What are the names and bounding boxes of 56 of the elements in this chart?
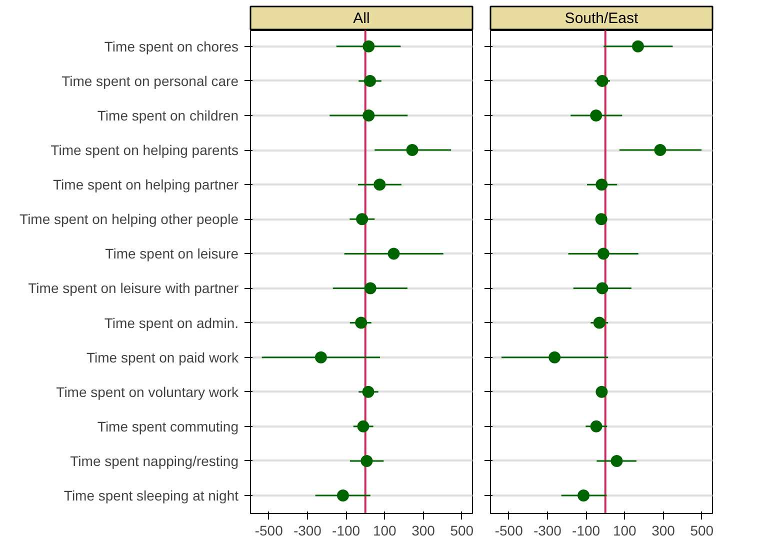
y-tick-label: Time spent on personal care [62,72,239,89]
x-tick-label: -300 [533,522,562,538]
point [654,144,666,156]
point [362,110,375,122]
x-tick-label: -500 [254,522,284,538]
x-tick-label: 500 [450,522,474,538]
y-tick-label: Time spent on leisure with partner [28,280,239,296]
x-tick-label: 300 [652,522,676,538]
point [360,454,373,467]
point [362,386,374,398]
x-tick-label: -300 [293,522,322,538]
point [314,351,327,364]
point [590,110,602,122]
point [593,316,606,329]
x-tick-label: -100 [572,522,600,538]
point [596,386,608,398]
x-tick-label: -100 [332,522,360,538]
point [388,248,400,260]
point [595,213,608,226]
point [364,74,376,87]
y-tick-label: Time spent commuting [97,418,239,434]
y-tick-label: Time spent sleeping at night [64,488,239,504]
point [578,490,590,502]
point [336,490,349,502]
point [596,282,608,294]
chart-title: South/East [564,10,640,27]
point [356,213,368,226]
x-tick-label: 500 [690,522,714,538]
y-tick-label: Time spent on children [97,107,238,124]
x-tick-label: 100 [372,522,397,538]
y-tick-label: Time spent on paid work [86,349,240,366]
x-tick-label: 300 [412,522,436,538]
x-tick-label: -500 [494,522,524,538]
y-tick-label: Time spent on helping other people [20,211,239,228]
point [610,454,623,467]
y-tick-label: Time spent on leisure [105,246,239,262]
y-tick-label: Time spent on admin. [104,314,239,331]
y-tick-label: Time spent on helping partner [53,176,239,193]
y-tick-label: Time spent on voluntary work [56,384,240,400]
point [374,178,386,191]
point [590,420,602,432]
chart-title: All [353,10,370,27]
point [596,178,608,191]
point [357,420,370,432]
point [596,74,608,87]
point [355,316,368,329]
y-tick-label: Time spent on helping parents [50,142,239,158]
x-tick-label: 100 [612,522,637,538]
y-tick-label: Time spent napping/resting [70,452,239,469]
point [597,248,610,260]
point [364,282,376,294]
point [548,351,561,364]
point [632,40,644,52]
point [362,40,375,52]
y-tick-label: Time spent on chores [104,38,239,54]
point [406,144,418,156]
